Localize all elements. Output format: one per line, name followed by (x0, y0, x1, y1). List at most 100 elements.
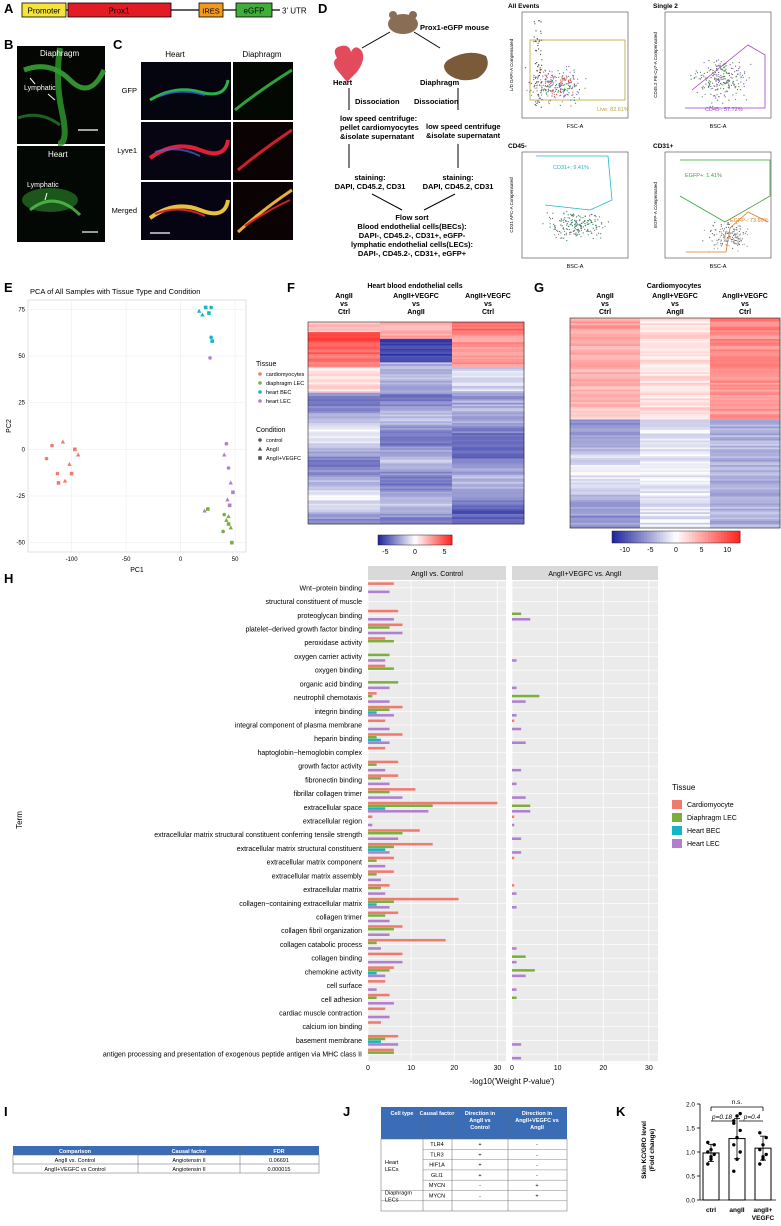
go-bar (368, 980, 386, 983)
heatmap-cell (308, 385, 381, 388)
facs-event-dot (566, 69, 568, 71)
colorbar-cell (682, 531, 686, 543)
pca-legend-condition-label: AngII+VEGFC (266, 456, 301, 462)
facs-event-dot (743, 83, 745, 85)
panel-letter-k: K (616, 1104, 626, 1119)
heatmap-cell (308, 507, 381, 510)
heatmap-cell (640, 339, 711, 342)
facs-event-dot (716, 70, 718, 72)
go-bar (512, 837, 522, 840)
facs-event-dot (575, 235, 577, 237)
facs-event-dot (542, 75, 544, 77)
go-bar (368, 1048, 394, 1052)
heatmap-cell (452, 348, 525, 351)
facs-event-dot (545, 80, 547, 82)
facs-event-dot (536, 81, 538, 83)
pca-point (225, 497, 230, 502)
heatmap-cell (308, 520, 381, 523)
heatmap-col-header: Ctrl (338, 309, 350, 316)
heatmap-cell (452, 421, 525, 424)
colorbar-cell (666, 531, 670, 543)
facs-event-dot (534, 63, 537, 65)
heatmap-cell (710, 361, 781, 364)
go-bar (368, 708, 390, 712)
facs-event-dot (540, 32, 542, 34)
facs-event-dot (587, 223, 590, 225)
heatmap-cell (570, 365, 641, 368)
facs-event-dot (735, 227, 738, 229)
facs-event-dot (724, 238, 726, 240)
heatmap-cell (452, 328, 525, 331)
facs-event-dot (537, 76, 540, 78)
heatmap-cell (380, 365, 453, 368)
heatmap-cell (640, 342, 711, 345)
facs-event-dot (590, 220, 592, 222)
k-point (738, 1128, 742, 1133)
facs-event-dot (547, 73, 550, 75)
pca-title: PCA of All Samples with Tissue Type and … (30, 287, 200, 296)
facs-event-dot (714, 229, 716, 231)
heatmap-cell (710, 480, 781, 483)
facs-event-dot (526, 89, 528, 91)
heatmap-cell (452, 387, 525, 390)
facs-event-dot (541, 81, 543, 83)
facs-event-dot (727, 232, 729, 234)
heatmap-cell (380, 399, 453, 402)
heatmap-cell (308, 359, 381, 362)
facs-event-dot (550, 78, 552, 80)
heatmap-cell (570, 480, 641, 483)
heatmap-col-header: AngII+VEGFC (652, 293, 698, 300)
facs-event-dot (571, 81, 573, 83)
facs-2-ylabel: CD45.2 PE-Cy7-A Compensated (653, 32, 658, 98)
facs-event-dot (720, 92, 722, 95)
facs-event-dot (560, 81, 562, 83)
heatmap-cell (452, 330, 525, 333)
ires-label: IRES (202, 7, 220, 16)
facs-2-title: Single 2 (653, 3, 678, 10)
heatmap-cell (640, 370, 711, 373)
go-term-label: collagen binding (311, 956, 362, 963)
heatmap-cell (570, 346, 641, 349)
heatmap-cell (308, 402, 381, 405)
colorbar-tick: -5 (647, 547, 653, 554)
heatmap-cell (308, 461, 381, 464)
heatmap-cell (452, 438, 525, 441)
facs-event-dot (538, 97, 540, 99)
heatmap-cell (452, 456, 525, 459)
heatmap-cell (640, 493, 711, 496)
facs-4-ylabel: EGFP-A Compensated (653, 182, 658, 228)
table-j-dir-2: + (535, 1194, 538, 1200)
colorbar-cell (415, 535, 418, 545)
heatmap-cell (640, 417, 711, 420)
heatmap-cell (452, 367, 525, 370)
facs-event-dot (740, 89, 742, 91)
facs-event-dot (555, 89, 557, 91)
heatmap-cell (308, 470, 381, 473)
facs-event-dot (596, 234, 598, 236)
go-bar (512, 612, 522, 616)
heatmap-cell (308, 518, 381, 521)
heatmap-cell (570, 396, 641, 399)
pca-ytick: 25 (18, 401, 25, 407)
heatmap-cell (380, 448, 453, 451)
facs-event-dot (553, 228, 555, 231)
facs-event-dot (584, 223, 586, 225)
facs-event-dot (576, 91, 578, 93)
heatmap-cell (710, 503, 781, 506)
colorbar-cell (402, 535, 405, 545)
go-bar (368, 966, 394, 969)
diaphragm-organ-label: Diaphragm (420, 78, 460, 87)
heatmap-cell (640, 426, 711, 429)
heatmap-cell (570, 370, 641, 373)
colorbar-cell (440, 535, 444, 545)
facs-event-dot (540, 30, 542, 32)
go-bar (368, 810, 429, 813)
heatmap-cell (640, 519, 711, 522)
heatmap-cell (380, 409, 453, 412)
heatmap-cell (452, 340, 525, 343)
heatmap-cell (308, 337, 381, 340)
facs-event-dot (548, 81, 550, 83)
facs-event-dot (713, 235, 715, 237)
heatmap-cell (640, 510, 711, 513)
facs-event-dot (711, 240, 713, 242)
